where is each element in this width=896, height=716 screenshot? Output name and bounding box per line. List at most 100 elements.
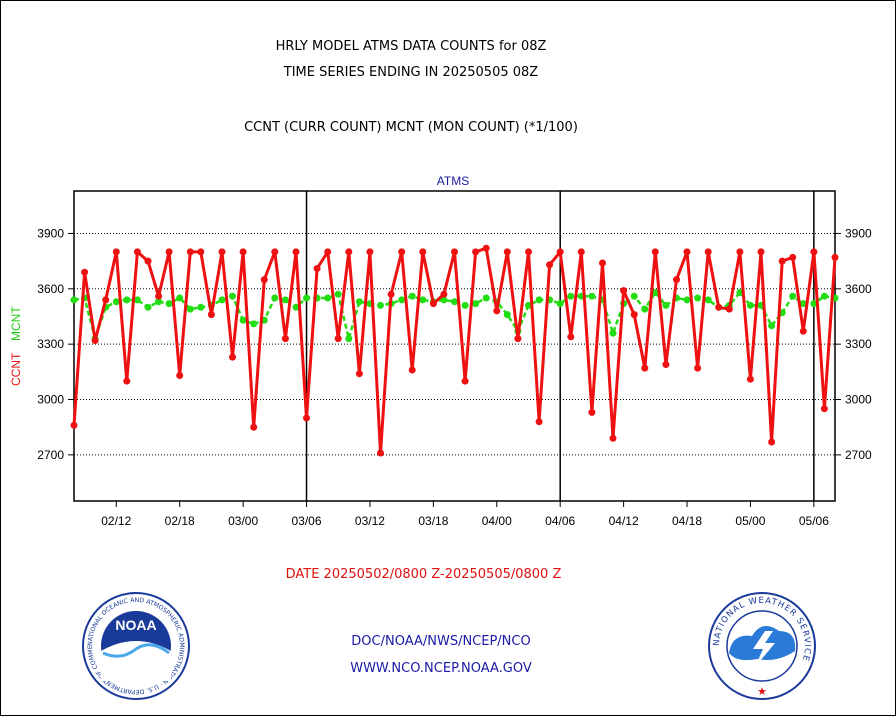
ccnt-point — [556, 248, 564, 256]
mcnt-point — [377, 301, 384, 309]
doc-noaa-link[interactable]: DOC/NOAA/NWS/NCEP/NCO — [351, 634, 531, 649]
ccnt-point — [91, 337, 99, 344]
ccnt-point — [260, 276, 268, 284]
x-tick-label: 05/06 — [799, 514, 829, 528]
mcnt-point — [112, 298, 120, 306]
mcnt-point — [810, 300, 818, 308]
mcnt-point — [662, 301, 670, 309]
ccnt-point — [112, 248, 120, 256]
nws-star-icon: ★ — [757, 685, 767, 698]
mcnt-point — [820, 292, 828, 300]
ccnt-point — [271, 248, 279, 256]
ccnt-point — [746, 375, 754, 383]
y-tick-label-right: 3000 — [845, 393, 872, 407]
mcnt-point — [186, 305, 194, 313]
x-tick-label: 04/18 — [672, 514, 702, 528]
ccnt-point — [155, 292, 163, 300]
y-tick-label-right: 2700 — [845, 448, 872, 462]
ccnt-point — [207, 311, 215, 319]
chart-subtitle: CCNT (CURR COUNT) MCNT (MON COUNT) (*1/1… — [244, 120, 578, 135]
ccnt-point — [651, 248, 659, 256]
ccnt-point — [408, 366, 416, 374]
ccnt-point — [694, 364, 702, 372]
y-axis-label-ccnt: CCNT — [9, 352, 23, 386]
x-tick-label: 03/00 — [228, 514, 258, 528]
ccnt-point — [641, 364, 649, 372]
mcnt-point — [144, 303, 152, 311]
ccnt-point — [123, 377, 131, 385]
mcnt-point — [503, 311, 511, 319]
ccnt-point — [102, 296, 110, 304]
mcnt-point — [472, 300, 480, 308]
mcnt-point — [355, 298, 363, 306]
mcnt-point — [535, 296, 543, 304]
mcnt-point — [641, 305, 649, 313]
chart-title-line2: TIME SERIES ENDING IN 20250505 08Z — [283, 65, 539, 80]
ccnt-point — [334, 335, 342, 343]
mcnt-point — [70, 296, 78, 304]
mcnt-point — [451, 298, 458, 306]
ccnt-point — [303, 414, 310, 422]
ccnt-point — [683, 248, 691, 256]
y-tick-label-right: 3600 — [845, 282, 872, 296]
ccnt-point — [398, 248, 406, 256]
chart-title-line1: HRLY MODEL ATMS DATA COUNTS for 08Z — [275, 39, 547, 54]
y-tick-label-left: 3300 — [37, 337, 64, 351]
ccnt-point — [525, 248, 532, 256]
mcnt-point — [440, 296, 448, 304]
mcnt-point — [683, 296, 691, 304]
y-tick-layer: 3900 3900 3600 3600 3300 3300 3000 3000 2700 2700 — [37, 226, 872, 461]
mcnt-point — [482, 294, 490, 302]
panel-title: ATMS — [437, 174, 469, 188]
ccnt-point — [345, 248, 353, 256]
ccnt-point — [218, 248, 226, 256]
ccnt-point — [609, 434, 617, 442]
x-tick-layer: 02/12 02/18 03/00 03/06 03/12 03/18 04/00 04/06… — [101, 501, 829, 528]
ccnt-point — [229, 353, 236, 361]
ccnt-point — [165, 248, 173, 256]
mcnt-point — [239, 316, 247, 324]
mcnt-point — [768, 322, 776, 330]
ccnt-point — [176, 372, 184, 379]
nco-website-link[interactable]: WWW.NCO.NCEP.NOAA.GOV — [350, 661, 532, 676]
ccnt-point — [144, 257, 152, 265]
x-tick-label: 04/12 — [609, 514, 639, 528]
ccnt-point — [514, 335, 522, 343]
x-tick-label: 03/18 — [418, 514, 448, 528]
ccnt-point — [820, 405, 828, 413]
date-range-label: DATE 20250502/0800 Z-20250505/0800 Z — [285, 567, 562, 582]
ccnt-point — [70, 421, 78, 429]
ccnt-point — [377, 449, 384, 457]
mcnt-point — [704, 296, 712, 304]
ccnt-point — [831, 253, 839, 261]
ccnt-point — [239, 248, 247, 256]
mcnt-point — [281, 296, 289, 304]
noaa-logo[interactable]: NATIONAL OCEANIC AND ATMOSPHERIC ADMINIS… — [81, 591, 191, 701]
x-tick-label: 02/18 — [165, 514, 195, 528]
ccnt-point — [482, 244, 490, 252]
ccnt-point — [324, 248, 332, 256]
mcnt-point — [461, 301, 469, 309]
ccnt-point — [366, 248, 374, 256]
ccnt-point — [588, 408, 596, 416]
ccnt-point — [778, 257, 786, 265]
x-tick-label: 04/00 — [482, 514, 512, 528]
ccnt-point — [472, 248, 480, 256]
ccnt-point — [419, 248, 427, 256]
ccnt-point — [186, 248, 194, 256]
nws-logo[interactable]: NATIONAL WEATHER SERVICE ★ — [707, 591, 817, 701]
grid-layer — [74, 232, 835, 456]
mcnt-point — [165, 300, 173, 308]
ccnt-point — [429, 300, 437, 308]
ccnt-point — [503, 248, 511, 256]
y-tick-label-right: 3300 — [845, 337, 872, 351]
ccnt-point — [757, 248, 765, 256]
mcnt-point — [630, 292, 638, 300]
ccnt-point — [799, 327, 807, 335]
ccnt-point — [599, 259, 606, 267]
x-tick-label: 03/12 — [355, 514, 385, 528]
mcnt-point — [609, 329, 617, 337]
x-tick-label: 03/06 — [292, 514, 322, 528]
mcnt-point — [271, 294, 279, 302]
y-tick-label-left: 2700 — [37, 448, 64, 462]
